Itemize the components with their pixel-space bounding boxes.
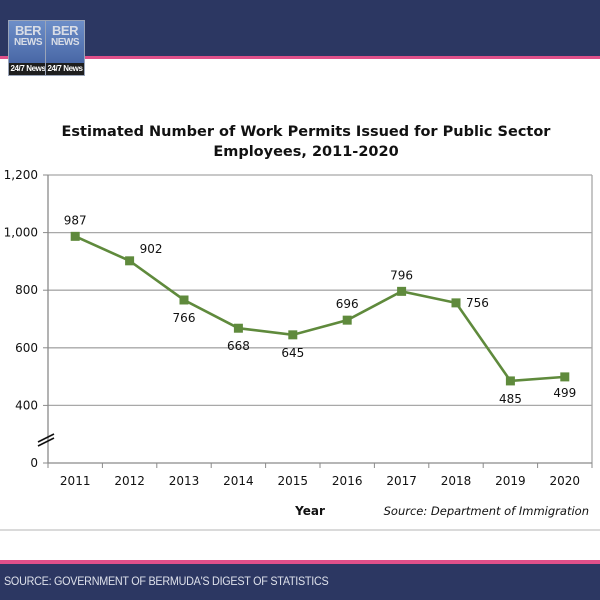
data-point-marker	[560, 372, 570, 382]
logo-text-news: NEWS	[51, 37, 80, 48]
x-tick-label: 2017	[386, 474, 417, 488]
data-label: 645	[281, 346, 304, 360]
logo-tagline: 24/7 News	[9, 63, 47, 75]
data-label: 902	[140, 242, 163, 256]
data-label: 696	[336, 297, 359, 311]
y-tick-label: 0	[30, 456, 38, 470]
x-tick-label: 2018	[441, 474, 472, 488]
logo-text-news: NEWS	[14, 37, 43, 48]
data-label: 987	[64, 213, 87, 227]
logo-tagline: 24/7 News	[46, 63, 84, 75]
footer-bar	[0, 564, 600, 600]
axis-break-mark	[37, 433, 55, 443]
data-label: 766	[173, 311, 196, 325]
x-tick-label: 2013	[169, 474, 200, 488]
data-point-marker	[70, 231, 80, 241]
y-tick-label: 800	[15, 283, 38, 297]
data-point-marker	[179, 295, 189, 305]
header-bar	[0, 0, 600, 56]
data-point-marker	[505, 376, 515, 386]
data-point-marker	[125, 256, 135, 266]
chart-source-note: Source: Department of Immigration	[384, 504, 589, 518]
x-tick-label: 2016	[332, 474, 363, 488]
chart-title-line1: Estimated Number of Work Permits Issued …	[62, 124, 552, 140]
data-label: 756	[466, 296, 489, 310]
data-point-marker	[342, 315, 352, 325]
chart-title-line2: Employees, 2011-2020	[213, 144, 398, 160]
data-label: 668	[227, 339, 250, 353]
x-tick-label: 2020	[550, 474, 581, 488]
axis-break-mark	[37, 437, 55, 447]
data-label: 796	[390, 268, 413, 282]
footer-source-text: SOURCE: GOVERNMENT OF BERMUDA'S DIGEST O…	[4, 574, 329, 588]
x-tick-label: 2014	[223, 474, 254, 488]
y-tick-label: 400	[15, 398, 38, 412]
data-point-marker	[233, 323, 243, 333]
footer-stripe	[0, 560, 600, 564]
data-label: 485	[499, 392, 522, 406]
header-stripe	[0, 56, 600, 59]
x-tick-label: 2011	[60, 474, 91, 488]
data-label: 499	[553, 386, 576, 400]
data-point-marker	[397, 286, 407, 296]
y-tick-label: 1,200	[4, 168, 38, 182]
data-point-marker	[288, 330, 298, 340]
y-tick-label: 1,000	[4, 226, 38, 240]
x-tick-label: 2012	[114, 474, 145, 488]
bernews-logo[interactable]: BER NEWS 24/7 News	[8, 20, 48, 76]
bernews-logo-mirror[interactable]: BER NEWS 24/7 News	[45, 20, 85, 76]
x-tick-label: 2015	[278, 474, 309, 488]
data-point-marker	[451, 298, 461, 308]
logo-text-ber: BER	[15, 23, 41, 38]
logo-text-ber: BER	[52, 23, 78, 38]
x-tick-label: 2019	[495, 474, 526, 488]
x-axis-label: Year	[294, 504, 325, 518]
series-line	[74, 235, 565, 383]
y-tick-label: 600	[15, 341, 38, 355]
